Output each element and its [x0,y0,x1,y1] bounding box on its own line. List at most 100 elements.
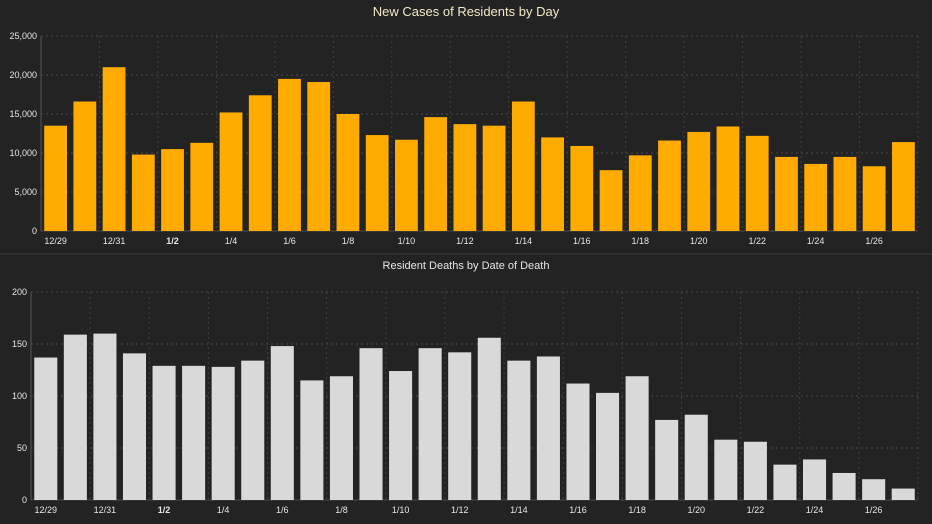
cases-chart-title: New Cases of Residents by Day [372,4,560,19]
bar-1-9 [365,135,389,231]
bar-1-5 [241,360,265,500]
x-tick-label: 1/16 [573,236,591,246]
bar-12-31 [93,333,117,500]
bar-1-17 [599,170,623,231]
x-tick-label: 12/31 [94,505,117,515]
bar-1-10 [389,371,413,500]
bar-12-29 [34,357,58,500]
bar-1-21 [716,126,740,231]
x-tick-label: 1/6 [276,505,289,515]
bar-12-31 [102,67,126,231]
bar-1-11 [418,348,442,500]
x-tick-label: 1/10 [392,505,410,515]
x-tick-label: 1/10 [398,236,416,246]
x-tick-label: 12/31 [103,236,126,246]
bar-1-8 [329,376,353,500]
x-tick-label: 1/2 [166,236,179,246]
bar-1-22 [745,135,769,231]
y-tick-label: 50 [17,443,27,453]
bar-1-26 [862,479,886,500]
bar-1-12 [453,124,477,231]
y-tick-label: 100 [12,391,27,401]
x-tick-label: 1/16 [569,505,587,515]
panel-divider [0,253,932,255]
y-tick-label: 200 [12,287,27,297]
bar-1-12 [448,352,472,500]
bar-1-14 [507,360,531,500]
bar-1-27 [891,488,915,500]
bar-1-16 [566,383,590,500]
x-tick-label: 1/4 [225,236,238,246]
y-tick-label: 5,000 [14,187,37,197]
bar-1-9 [359,348,383,500]
bar-1-15 [536,356,560,500]
bar-1-24 [804,163,828,231]
x-tick-label: 1/24 [807,236,825,246]
bar-1-6 [270,346,294,500]
bar-1-11 [424,117,448,231]
bar-1-19 [658,140,681,231]
x-tick-label: 1/18 [628,505,646,515]
bar-1-13 [482,125,506,231]
bar-1-13 [477,337,501,500]
bar-1-1 [131,154,155,231]
x-tick-label: 1/12 [456,236,474,246]
y-tick-label: 10,000 [9,148,37,158]
x-tick-label: 1/20 [687,505,705,515]
x-tick-label: 1/22 [747,505,765,515]
x-tick-label: 1/8 [335,505,348,515]
x-tick-label: 1/12 [451,505,469,515]
bar-1-27 [891,142,915,231]
x-tick-label: 12/29 [44,236,67,246]
bar-1-19 [655,419,679,500]
x-tick-label: 1/6 [283,236,296,246]
y-tick-label: 25,000 [9,31,37,41]
bar-1-20 [684,414,708,500]
bar-12-30 [63,334,87,500]
bar-1-4 [211,366,235,500]
x-tick-label: 1/14 [515,236,533,246]
bar-1-2 [161,149,184,231]
x-tick-label: 1/18 [632,236,650,246]
bar-1-25 [833,156,857,231]
bar-1-8 [336,114,360,231]
bar-12-30 [73,101,97,232]
bar-1-4 [219,112,243,231]
x-tick-label: 1/8 [342,236,355,246]
y-tick-label: 0 [22,495,27,505]
cases-chart-panel: New Cases of Residents by Day 0 5,000 10,0… [0,0,932,253]
deaths-bar-chart: 0 50 100 150 200 12/29 12/31 1/2 1/4 1/6 1/8 1/10 1/… [12,287,919,515]
bar-1-3 [190,142,214,231]
bar-1-25 [832,472,856,500]
x-tick-label: 1/14 [510,505,528,515]
bar-1-17 [596,392,620,500]
x-tick-label: 1/26 [865,236,883,246]
bar-1-23 [773,464,797,500]
x-tick-label: 1/20 [690,236,708,246]
bar-1-18 [628,155,652,231]
x-tick-label: 1/26 [865,505,883,515]
y-tick-label: 20,000 [9,70,37,80]
bar-1-7 [300,380,324,500]
x-tick-label: 12/29 [35,505,58,515]
x-tick-label: 1/2 [158,505,171,515]
bar-1-26 [862,166,886,231]
y-tick-label: 150 [12,339,27,349]
bar-1-20 [687,131,711,231]
bar-1-16 [570,145,594,231]
bar-1-10 [395,139,418,231]
y-tick-label: 15,000 [9,109,37,119]
bar-1-6 [278,78,301,232]
x-tick-label: 1/24 [806,505,824,515]
bar-1-15 [541,137,564,231]
bar-1-22 [743,441,767,500]
bar-1-21 [714,439,738,500]
y-tick-label: 0 [32,226,37,236]
bar-1-18 [625,376,649,500]
bar-1-24 [802,459,827,500]
bar-1-1 [122,353,147,500]
deaths-chart-panel: Resident Deaths by Date of Death 0 50 100 1… [0,255,932,524]
x-tick-label: 1/22 [748,236,766,246]
bar-1-23 [775,156,798,231]
